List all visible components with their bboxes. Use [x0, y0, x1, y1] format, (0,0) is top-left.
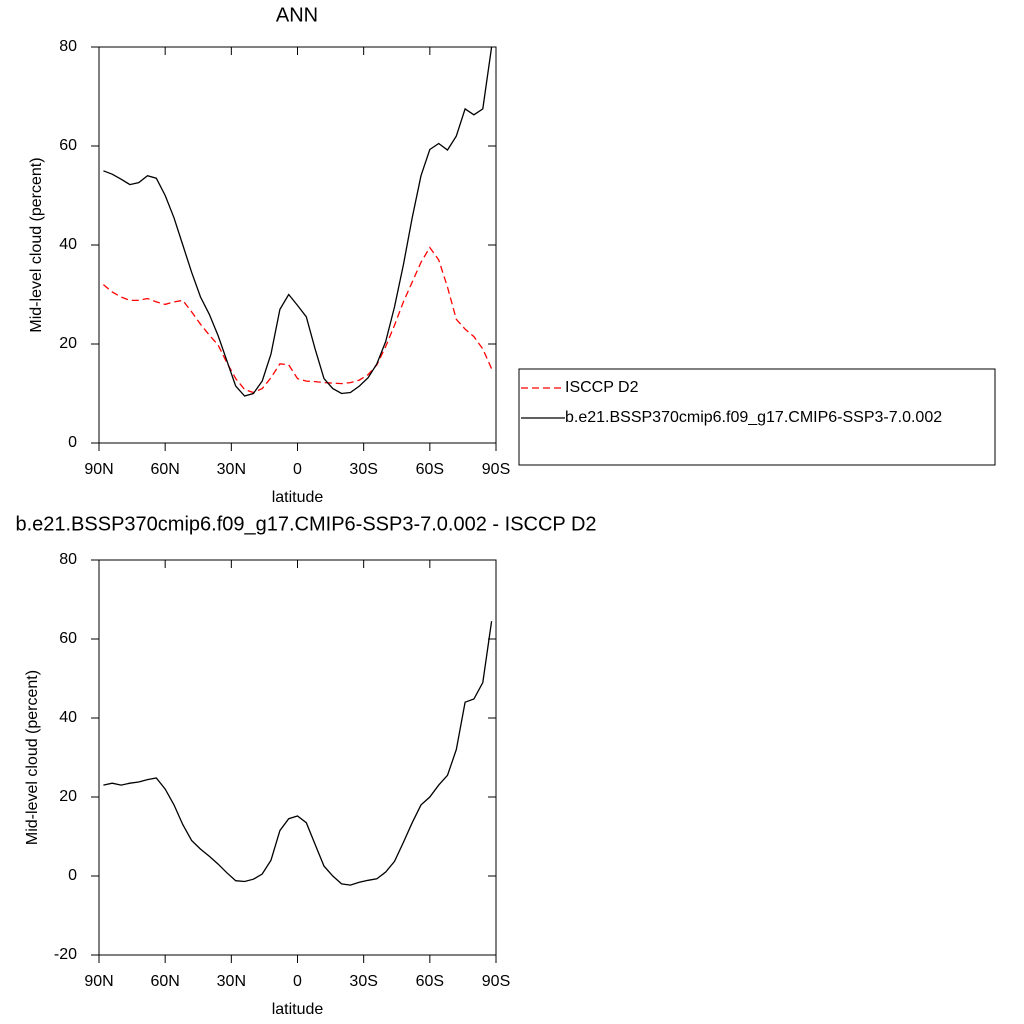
x-axis-label: latitude — [272, 1001, 324, 1018]
y-tick-label: 20 — [59, 335, 77, 352]
y-axis-label: Mid-level cloud (percent) — [24, 670, 41, 845]
plot-frame — [98, 559, 497, 956]
x-tick-label: 90N — [84, 973, 113, 990]
y-tick-label: 60 — [59, 137, 77, 154]
x-tick-label: 30N — [217, 973, 246, 990]
chart-title: ANN — [276, 4, 318, 26]
x-tick-label: 60S — [416, 461, 444, 478]
y-axis-label: Mid-level cloud (percent) — [28, 157, 45, 332]
series-line — [103, 621, 493, 886]
series-line — [102, 246, 493, 394]
y-tick-label: -20 — [54, 946, 77, 963]
series-line — [103, 46, 493, 397]
y-tick-label: 40 — [59, 709, 77, 726]
legend-label: b.e21.BSSP370cmip6.f09_g17.CMIP6-SSP3-7.… — [565, 409, 942, 426]
x-tick-label: 60S — [416, 973, 444, 990]
x-tick-label: 60N — [150, 973, 179, 990]
x-tick-label: 30N — [217, 461, 246, 478]
x-tick-label: 90N — [84, 461, 113, 478]
y-tick-label: 20 — [59, 788, 77, 805]
x-tick-label: 30S — [349, 973, 377, 990]
x-tick-label: 0 — [293, 973, 302, 990]
x-tick-label: 30S — [349, 461, 377, 478]
y-tick-label: 0 — [68, 867, 77, 884]
y-tick-label: 80 — [59, 38, 77, 55]
y-tick-label: 60 — [59, 630, 77, 647]
y-tick-label: 0 — [68, 434, 77, 451]
chart-title: b.e21.BSSP370cmip6.f09_g17.CMIP6-SSP3-7.… — [15, 513, 596, 535]
y-tick-label: 40 — [59, 236, 77, 253]
x-tick-label: 60N — [150, 461, 179, 478]
x-tick-label: 90S — [482, 973, 510, 990]
x-axis-label: latitude — [272, 489, 324, 506]
plot-frame — [98, 46, 497, 444]
y-tick-label: 80 — [59, 551, 77, 568]
x-tick-label: 0 — [293, 461, 302, 478]
legend-box — [518, 368, 996, 466]
x-tick-label: 90S — [482, 461, 510, 478]
legend-label: ISCCP D2 — [565, 379, 639, 396]
